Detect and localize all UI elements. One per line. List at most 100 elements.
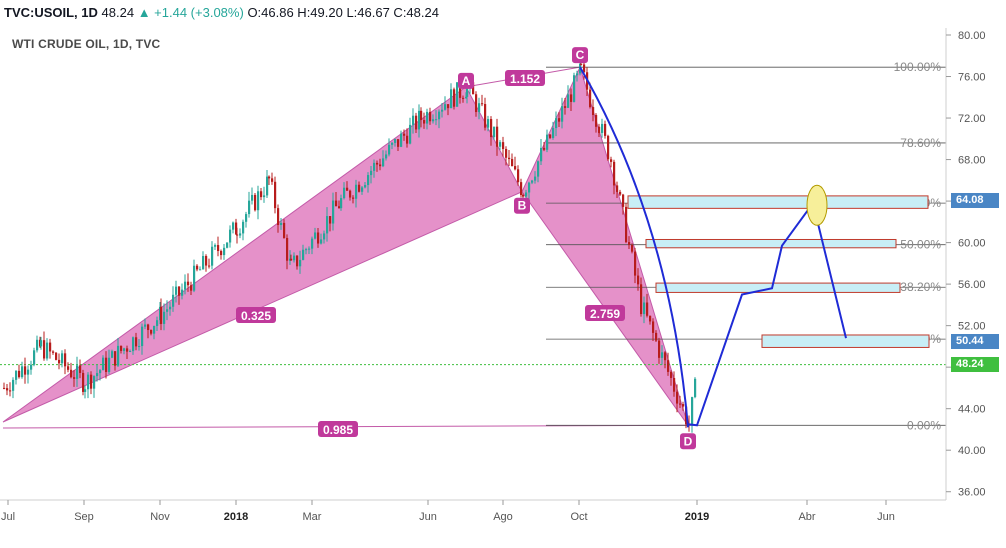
candle-body (691, 397, 694, 425)
candle-body (628, 242, 631, 245)
candle-body (147, 324, 150, 331)
candle-body (205, 256, 208, 266)
candle-body (305, 249, 308, 251)
symbol-header: TVC:USOIL, 1D 48.24 ▲ +1.44 (+3.08%) O:4… (4, 5, 439, 20)
candle-body (634, 251, 637, 276)
candle-body (24, 366, 27, 375)
candle-body (444, 104, 447, 110)
candle-body (388, 144, 391, 155)
candle-body (329, 216, 332, 224)
candle-body (308, 248, 311, 250)
candle-body (311, 238, 314, 249)
candle-body (260, 191, 263, 198)
chart-subtitle: WTI CRUDE OIL, 1D, TVC (12, 37, 161, 51)
point-label: C (576, 48, 585, 62)
price-tag: 48.24 (951, 357, 999, 373)
candle-body (625, 206, 628, 243)
point-label: D (684, 434, 693, 448)
candlesticks (3, 56, 697, 433)
candle-body (18, 370, 21, 378)
candle-body (520, 182, 523, 196)
candle-body (326, 216, 329, 234)
candle-body (514, 166, 517, 170)
candle-body (558, 118, 561, 122)
y-tick-label: 72.00 (958, 113, 986, 125)
x-tick-label: Abr (798, 511, 815, 523)
candle-body (70, 369, 73, 378)
candle-body (670, 371, 673, 378)
x-tick-label: Mar (303, 511, 322, 523)
candle-body (79, 365, 82, 373)
candle-body (508, 157, 511, 160)
candle-body (385, 154, 388, 159)
candle-body (589, 89, 592, 108)
candle-body (239, 233, 242, 236)
candle-body (343, 187, 346, 199)
candle-body (429, 111, 432, 122)
candle-body (302, 249, 305, 260)
candle-body (601, 123, 604, 133)
candle-body (484, 104, 487, 128)
candle-body (84, 389, 87, 392)
candle-body (163, 311, 166, 324)
x-tick-label: Oct (570, 511, 587, 523)
candle-body (286, 237, 289, 261)
candle-body (583, 64, 586, 73)
candle-body (64, 353, 67, 367)
candle-body (382, 158, 385, 167)
candle-body (12, 379, 15, 391)
price-tag: 64.08 (951, 192, 999, 208)
projection-path (579, 66, 847, 428)
candle-body (99, 370, 102, 374)
candle-body (245, 214, 248, 222)
candle-body (141, 326, 144, 347)
fib-level-label: 100.00% (894, 60, 942, 74)
candle-body (114, 351, 117, 366)
candle-body (511, 159, 514, 167)
candle-body (211, 246, 214, 266)
point-label-bg (458, 72, 474, 89)
candle-body (274, 181, 277, 209)
candle-body (459, 82, 462, 98)
candle-body (52, 351, 55, 353)
candle-body (441, 109, 444, 112)
candle-body (367, 175, 370, 186)
candle-body (682, 404, 685, 407)
candle-body (423, 120, 426, 124)
candle-body (432, 119, 435, 122)
point-label: A (462, 74, 471, 88)
candle-body (232, 222, 235, 230)
candle-body (364, 185, 367, 188)
fib-level-label: 38.20% (900, 280, 941, 294)
candle-body (462, 97, 465, 99)
target-zone (627, 195, 929, 209)
candle-body (144, 324, 147, 327)
candle-body (397, 139, 400, 147)
y-tick-label: 52.00 (958, 321, 986, 333)
candle-body (290, 258, 293, 261)
candle-body (9, 390, 12, 392)
ratio-label-bg (318, 421, 358, 437)
candle-body (358, 184, 361, 192)
candle-body (43, 340, 46, 359)
candle-body (528, 182, 531, 193)
candle-body (49, 342, 52, 352)
point-label-bg (514, 197, 530, 214)
candle-body (190, 285, 193, 291)
candle-body (352, 197, 355, 199)
candle-body (220, 250, 223, 256)
candle-body (637, 275, 640, 285)
candle-body (549, 134, 552, 138)
candle-body (610, 159, 613, 162)
projection-arc (579, 66, 689, 428)
candle-body (355, 184, 358, 199)
candle-body (552, 128, 555, 138)
candle-body (499, 142, 502, 147)
candle-body (199, 269, 202, 271)
candle-body (564, 106, 567, 108)
candle-body (202, 256, 205, 270)
candle-body (346, 187, 349, 191)
candle-body (293, 255, 296, 261)
candle-body (129, 351, 132, 353)
candle-body (420, 110, 423, 121)
